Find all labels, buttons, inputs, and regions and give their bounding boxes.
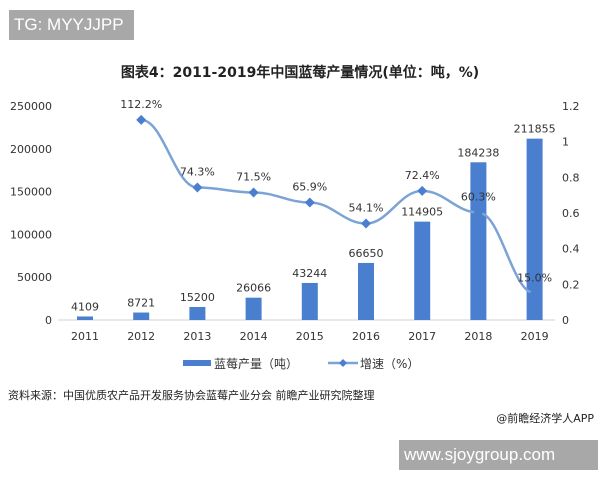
line-label: 71.5%	[236, 170, 271, 183]
y-right-tick: 0.2	[562, 278, 580, 291]
y-left-tick: 0	[45, 314, 52, 327]
bar-label: 26066	[236, 282, 271, 295]
bar-label: 43244	[292, 267, 327, 280]
legend-line-marker	[339, 359, 347, 367]
line-label: 112.2%	[120, 98, 162, 111]
x-tick: 2016	[352, 330, 380, 343]
line-point	[361, 218, 371, 229]
line-label: 54.1%	[349, 202, 384, 215]
bar-label: 184238	[457, 146, 499, 159]
bar-label: 15200	[180, 291, 215, 304]
bar-label: 4109	[71, 300, 99, 313]
bar	[133, 312, 150, 320]
line-label: 74.3%	[180, 165, 215, 178]
y-right-tick: 1.2	[562, 100, 580, 113]
y-right-tick: 0	[562, 314, 569, 327]
line-label: 65.9%	[292, 180, 327, 193]
legend-bar-swatch	[183, 360, 211, 366]
bar-label: 8721	[127, 297, 155, 310]
line-label: 72.4%	[405, 169, 440, 182]
legend-line-label: 增速（%）	[360, 357, 419, 371]
bar-label: 114905	[401, 206, 443, 219]
line-point	[136, 114, 147, 125]
line-point	[529, 288, 540, 299]
bar	[414, 221, 431, 320]
line-point	[248, 187, 259, 198]
y-right-tick: 0.4	[562, 243, 580, 256]
y-right-tick: 0.6	[562, 207, 580, 220]
y-right-tick: 1	[562, 136, 569, 149]
x-tick: 2011	[71, 330, 99, 343]
line-label: 60.3%	[461, 190, 496, 203]
watermark-top: TG: MYYJJPP	[9, 10, 134, 40]
y-left-tick: 250000	[10, 100, 52, 113]
y-left-tick: 150000	[10, 186, 52, 199]
chart-title: 图表4：2011-2019年中国蓝莓产量情况(单位：吨，%)	[120, 65, 480, 81]
x-tick: 2015	[296, 330, 324, 343]
x-tick: 2017	[408, 330, 436, 343]
bar-label: 211855	[514, 123, 556, 136]
line-point	[473, 207, 484, 218]
bar	[301, 282, 318, 320]
y-left-tick: 50000	[17, 271, 52, 284]
line-label: 15.0%	[517, 271, 552, 284]
bar	[526, 138, 543, 320]
legend-bar-label: 蓝莓产量（吨）	[214, 357, 298, 371]
credit: @前瞻经济学人APP	[496, 412, 594, 425]
x-tick: 2018	[464, 330, 492, 343]
line-point	[304, 197, 315, 208]
x-tick: 2019	[521, 330, 549, 343]
bar	[245, 297, 262, 320]
source-note: 资料来源：中国优质农产品开发服务协会蓝莓产业分会 前瞻产业研究院整理	[8, 389, 375, 402]
watermark-bottom: www.sjoygroup.com	[399, 440, 598, 470]
x-tick: 2012	[127, 330, 155, 343]
line-point	[192, 182, 203, 193]
bar-label: 66650	[349, 247, 384, 260]
x-tick: 2013	[183, 330, 211, 343]
y-left-tick: 200000	[10, 143, 52, 156]
y-right-tick: 0.8	[562, 171, 580, 184]
bar	[470, 162, 487, 320]
x-tick: 2014	[240, 330, 268, 343]
line-point	[417, 185, 428, 196]
bar	[77, 316, 93, 320]
bar	[189, 306, 206, 320]
chart: 0 50000 100000 150000 200000 250000 0 0.2 0.4 0.6…	[10, 98, 580, 371]
y-left-tick: 100000	[10, 228, 52, 241]
bar	[358, 262, 374, 320]
